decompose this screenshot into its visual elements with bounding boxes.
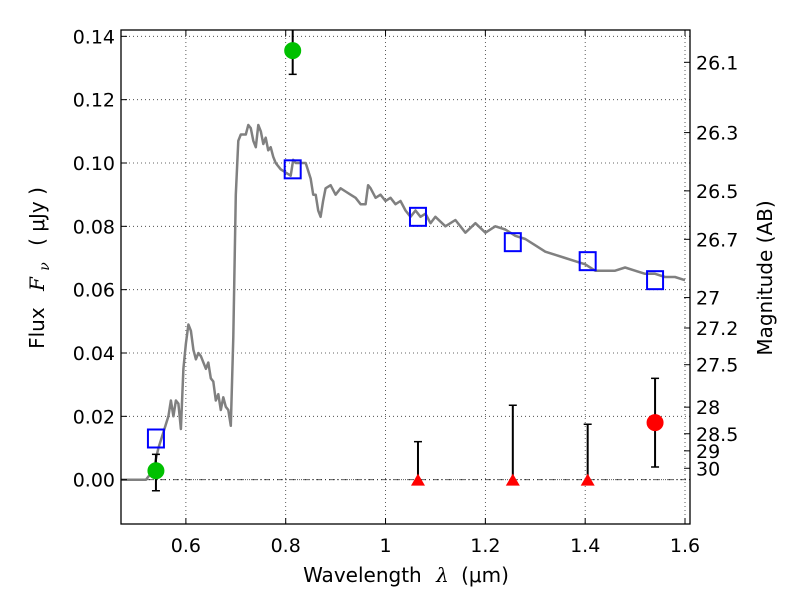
grid-lines [121, 30, 690, 524]
y2-tick-label: 27 [696, 288, 720, 310]
y-tick-label: 0.10 [73, 153, 115, 175]
model-photometry-square [503, 232, 522, 253]
y2-axis-label: Magnitude (AB) [753, 200, 777, 355]
x-axis-label-symbol: λ [435, 563, 449, 587]
y-tick-label: 0.12 [73, 90, 115, 112]
y2-tick-label: 27.5 [696, 355, 738, 377]
y-axis-label-symbol: F [25, 276, 49, 292]
sed-model-line [121, 123, 686, 481]
model-photometry-square [283, 159, 302, 180]
upper-limit-triangle [580, 473, 595, 486]
model-photometry-square [146, 428, 165, 449]
upper-limit-triangle [505, 473, 520, 486]
y-axis-label-unit: ( μJy ) [25, 187, 49, 246]
x-axis-label: Wavelength λ (μm) [303, 563, 509, 587]
y2-tick-label: 26.3 [696, 123, 738, 145]
y-tick-label: 0.00 [73, 470, 115, 492]
y-tick-label: 0.02 [73, 406, 115, 428]
y-axis-label-text: Flux [25, 307, 49, 349]
y2-tick-label: 28 [696, 397, 720, 419]
x-axis-label-unit: (μm) [461, 563, 509, 587]
model-photometry-square [646, 270, 665, 291]
y2-tick-label: 27.2 [696, 318, 738, 340]
upper-limit-triangle [410, 473, 425, 486]
x-tick-label: 1.6 [670, 535, 700, 557]
x-tick-label: 0.6 [171, 535, 201, 557]
y2-tick-label: 26.1 [696, 52, 738, 74]
y2-tick-label: 26.5 [696, 181, 738, 203]
y-tick-label: 0.14 [73, 26, 115, 48]
x-tick-label: 0.8 [271, 535, 301, 557]
axis-ticks: 0.6 0.8 1 1.2 1.4 1.6 0.00 0.02 0.04 0.06 0.08 0.10… [73, 26, 739, 557]
flux-measurement-point [646, 414, 664, 432]
flux-measurement-point [284, 42, 302, 60]
flux-measurement-point [147, 462, 165, 480]
model-photometry-square [408, 206, 427, 227]
y2-tick-label: 28.5 [696, 424, 738, 446]
plot-data [121, 30, 686, 492]
x-tick-label: 1 [379, 535, 391, 557]
x-tick-label: 1.2 [470, 535, 500, 557]
y-axis-label-subscript: ν [37, 262, 53, 271]
x-tick-label: 1.4 [570, 535, 600, 557]
y-axis-label: Flux F ν ( μJy ) [25, 187, 54, 349]
x-axis-label-text: Wavelength [303, 563, 422, 587]
y-tick-label: 0.08 [73, 216, 115, 238]
plot-frame [120, 29, 691, 525]
y2-tick-label: 26.7 [696, 229, 738, 251]
y2-tick-label: 30 [696, 458, 720, 480]
y2-tick-label: 29 [696, 441, 720, 463]
y-tick-label: 0.04 [73, 343, 115, 365]
model-photometry-square [578, 251, 597, 272]
y-tick-label: 0.06 [73, 280, 115, 302]
